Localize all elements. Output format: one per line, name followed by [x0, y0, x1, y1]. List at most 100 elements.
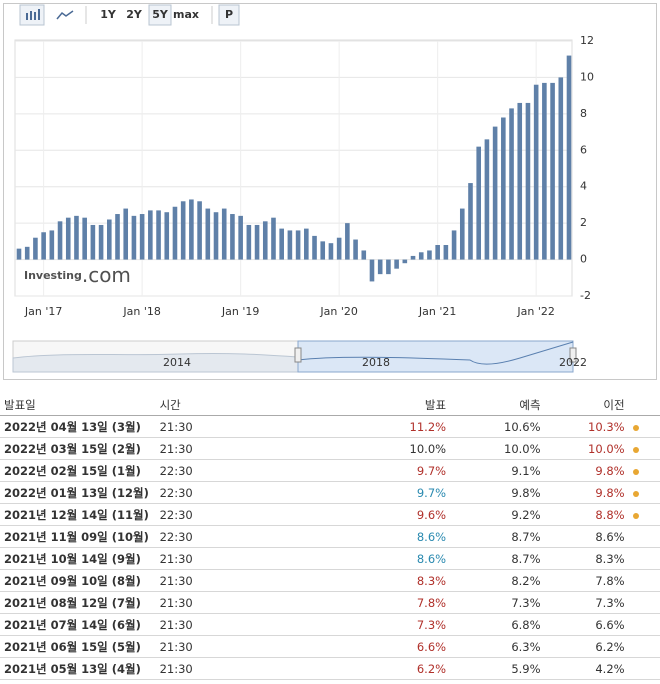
forecast: 8.7%: [450, 525, 545, 548]
column-header-spacer: [628, 394, 660, 416]
icon: [38, 9, 40, 20]
status-cell: [628, 481, 660, 504]
bar: [459, 208, 465, 260]
navigator-label: 2014: [163, 356, 191, 369]
bar: [386, 259, 391, 275]
bar: [254, 224, 260, 260]
bar: [24, 246, 30, 260]
forecast: 6.3%: [450, 635, 545, 658]
forecast: 9.8%: [450, 481, 545, 504]
range-button[interactable]: 2Y: [126, 8, 143, 21]
bar: [65, 217, 71, 260]
release-time: 22:30: [155, 503, 221, 526]
bar: [172, 206, 178, 260]
table-row: 2022년 03월 15일 (2월) 21:30 10.0% 10.0% 10.0%: [0, 437, 660, 460]
bar: [435, 245, 440, 260]
range-button[interactable]: 5Y: [152, 8, 169, 21]
table-row: 2022년 01월 13일 (12월) 22:30 9.7% 9.8% 9.8%: [0, 481, 660, 504]
bar: [180, 201, 186, 260]
release-date: 2021년 12월 14일 (11월): [0, 503, 156, 526]
status-cell: [628, 657, 660, 680]
y-tick-label: 2: [580, 216, 587, 229]
actual: 11.2%: [220, 415, 451, 438]
bar: [369, 259, 375, 282]
column-header: 예측: [450, 394, 545, 416]
status-cell: [628, 591, 660, 614]
release-time: 21:30: [155, 591, 221, 614]
bar: [336, 237, 342, 260]
navigator-label: 2018: [362, 356, 390, 369]
previous: 10.3%: [544, 415, 629, 438]
bar: [33, 237, 38, 260]
bar: [492, 126, 498, 260]
status-cell: [628, 437, 660, 460]
previous: 9.8%: [544, 459, 629, 482]
watermark: Investing.com: [24, 263, 131, 287]
table-row: 2021년 12월 14일 (11월) 22:30 9.6% 9.2% 8.8%: [0, 503, 660, 526]
forecast: 9.2%: [450, 503, 545, 526]
actual: 8.3%: [220, 569, 451, 592]
range-button[interactable]: max: [173, 8, 199, 21]
table-row: 2021년 11월 09일 (10월) 22:30 8.6% 8.7% 8.6%: [0, 525, 660, 548]
status-cell: [628, 613, 660, 636]
bar: [509, 108, 514, 260]
bar: [262, 221, 268, 260]
navigator-handle[interactable]: [294, 347, 302, 363]
y-tick-label: 12: [580, 34, 594, 47]
bar: [361, 250, 367, 260]
navigator-handle[interactable]: [569, 347, 577, 363]
previous: 7.8%: [544, 569, 629, 592]
bar: [213, 212, 219, 260]
bar: [501, 117, 506, 260]
forecast: 10.0%: [450, 437, 545, 460]
bar: [238, 215, 243, 260]
forecast: 6.8%: [450, 613, 545, 636]
previous: 7.3%: [544, 591, 629, 614]
release-date: 2022년 01월 13일 (12월): [0, 481, 156, 504]
bar: [312, 235, 317, 260]
x-tick-label: Jan '19: [221, 305, 259, 318]
actual: 10.0%: [220, 437, 451, 460]
release-date: 2021년 06월 15일 (5월): [0, 635, 156, 658]
release-time: 21:30: [155, 657, 221, 680]
bar: [377, 259, 383, 275]
status-cell: [628, 569, 660, 592]
bar: [82, 217, 87, 260]
actual: 6.2%: [220, 657, 451, 680]
release-date: 2021년 08월 12일 (7월): [0, 591, 156, 614]
bar: [394, 259, 399, 269]
bar: [468, 183, 473, 260]
toolbar: [19, 4, 213, 26]
bar: [328, 243, 334, 260]
previous: 8.8%: [544, 503, 629, 526]
actual: 7.8%: [220, 591, 451, 614]
bar: [189, 199, 194, 260]
bar: [230, 214, 235, 260]
bar: [106, 219, 112, 260]
column-header: 발표일: [0, 394, 156, 416]
range-button[interactable]: 1Y: [100, 8, 117, 21]
forecast: 8.7%: [450, 547, 545, 570]
bar: [131, 215, 137, 260]
bar: [525, 102, 531, 260]
navigator-window[interactable]: [297, 340, 574, 373]
bar: [550, 82, 555, 260]
release-date: 2021년 09월 10일 (8월): [0, 569, 156, 592]
line-chart-button[interactable]: [56, 10, 74, 20]
icon: [34, 12, 36, 20]
release-time: 21:30: [155, 437, 221, 460]
forecast: 10.6%: [450, 415, 545, 438]
release-time: 21:30: [155, 547, 221, 570]
column-header: 이전: [544, 394, 629, 416]
table-row: 2021년 07월 14일 (6월) 21:30 7.3% 6.8% 6.6%: [0, 613, 660, 636]
status-cell: [628, 503, 660, 526]
bar: [353, 239, 358, 260]
actual: 9.7%: [220, 459, 451, 482]
bar: [402, 259, 408, 264]
icon: [30, 11, 32, 20]
x-tick-label: Jan '22: [516, 305, 554, 318]
p-button[interactable]: P: [225, 8, 233, 21]
bar: [115, 214, 120, 260]
previous: 6.6%: [544, 613, 629, 636]
y-tick-label: 6: [580, 143, 587, 156]
